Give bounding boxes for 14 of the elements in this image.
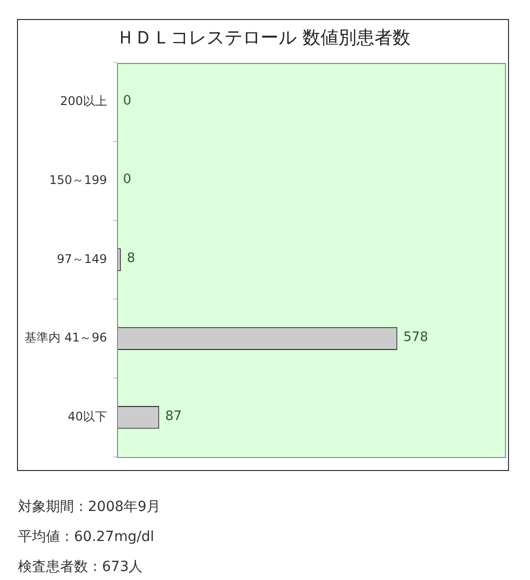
y-tick-label: 基準内 41～96 <box>24 330 107 345</box>
text: 対象期間：2008年9月 <box>18 498 161 517</box>
y-tick-label: 97～149 <box>56 252 107 266</box>
data-label: 0 <box>123 93 132 108</box>
y-tick-label: 40以下 <box>68 410 107 424</box>
y-tick-label: 200以上 <box>60 94 107 108</box>
data-label: 0 <box>123 172 132 188</box>
y-tick-label: 150～199 <box>49 172 107 187</box>
data-label: 87 <box>165 408 182 424</box>
data-label: 578 <box>403 330 428 345</box>
text: 検査患者数：673人 <box>18 558 144 577</box>
chart-title: ＨＤＬコレステロール 数値別患者数 <box>116 27 410 48</box>
data-label: 8 <box>126 251 136 266</box>
text: 平均値：60.27mg/dl <box>18 528 156 547</box>
